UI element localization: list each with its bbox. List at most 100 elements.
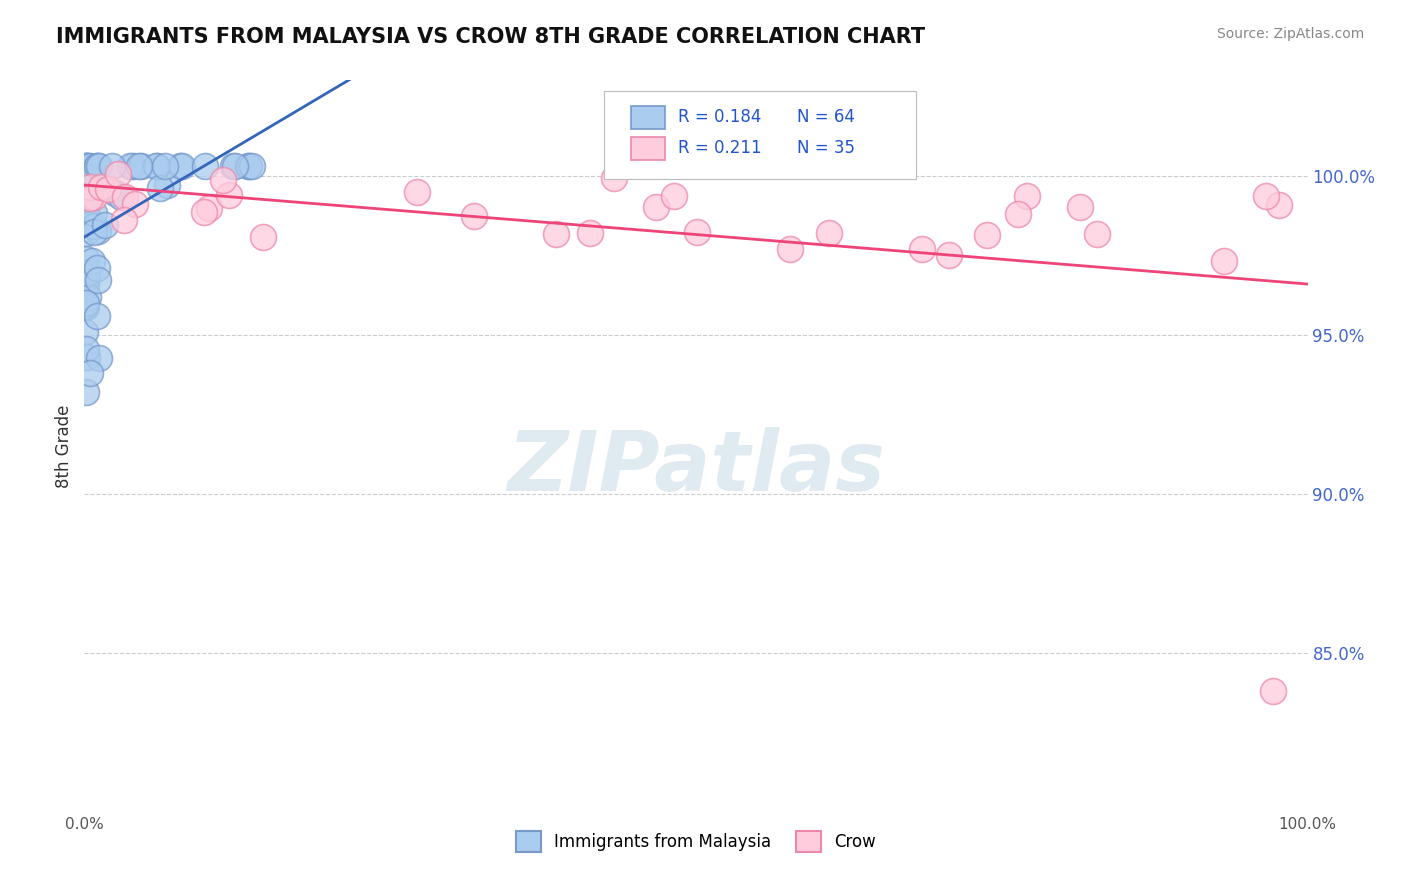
Point <box>76 184 98 198</box>
Bar <box>631 136 665 160</box>
Bar <box>631 106 665 129</box>
Point <box>101 159 124 173</box>
Point <box>75 325 97 339</box>
Point <box>86 309 108 323</box>
Point <box>83 190 105 204</box>
Y-axis label: 8th Grade: 8th Grade <box>55 404 73 488</box>
Point <box>76 350 98 364</box>
Point <box>1069 200 1091 214</box>
Point <box>1261 684 1284 698</box>
Point <box>910 242 932 256</box>
Point <box>1268 198 1291 212</box>
Point <box>75 296 97 310</box>
Point <box>86 159 108 173</box>
Point <box>121 159 143 173</box>
Point <box>212 173 235 187</box>
Point <box>73 299 96 313</box>
Point <box>83 206 105 220</box>
Point <box>114 190 136 204</box>
Text: IMMIGRANTS FROM MALAYSIA VS CROW 8TH GRADE CORRELATION CHART: IMMIGRANTS FROM MALAYSIA VS CROW 8TH GRA… <box>56 27 925 46</box>
Point <box>73 161 96 175</box>
Point <box>198 201 221 215</box>
Point <box>817 227 839 241</box>
Text: Source: ZipAtlas.com: Source: ZipAtlas.com <box>1216 27 1364 41</box>
Point <box>463 209 485 223</box>
Point <box>976 227 998 242</box>
Point <box>77 169 100 183</box>
Point <box>89 180 111 194</box>
Point <box>83 219 105 234</box>
Point <box>120 159 142 173</box>
Point <box>79 179 101 194</box>
Point <box>686 226 709 240</box>
Text: N = 64: N = 64 <box>797 108 855 126</box>
Point <box>193 205 215 219</box>
Point <box>75 159 97 173</box>
Point <box>76 159 98 173</box>
Point <box>79 159 101 173</box>
Text: R = 0.184: R = 0.184 <box>678 108 761 126</box>
Point <box>1007 207 1029 221</box>
Point <box>544 227 567 241</box>
Text: N = 35: N = 35 <box>797 138 855 157</box>
Point <box>76 209 98 223</box>
FancyBboxPatch shape <box>605 91 917 179</box>
Legend: Immigrants from Malaysia, Crow: Immigrants from Malaysia, Crow <box>509 824 883 858</box>
Point <box>240 159 263 173</box>
Point <box>145 159 167 173</box>
Point <box>603 171 626 186</box>
Point <box>149 181 172 195</box>
Point <box>112 213 135 227</box>
Point <box>80 253 103 268</box>
Point <box>645 201 668 215</box>
Point <box>662 188 685 202</box>
Point <box>75 226 97 240</box>
Point <box>224 159 246 173</box>
Point <box>156 178 179 192</box>
Point <box>1254 189 1277 203</box>
Point <box>238 159 260 173</box>
Point <box>86 261 108 276</box>
Point <box>252 229 274 244</box>
Point <box>79 367 101 381</box>
Point <box>75 342 97 356</box>
Text: R = 0.211: R = 0.211 <box>678 138 761 157</box>
Point <box>1085 227 1108 241</box>
Point <box>779 242 801 256</box>
Text: ZIPatlas: ZIPatlas <box>508 427 884 508</box>
Point <box>77 170 100 185</box>
Point <box>218 188 240 202</box>
Point <box>1015 189 1038 203</box>
Point <box>172 159 194 173</box>
Point <box>76 266 98 280</box>
Point <box>75 300 97 314</box>
Point <box>194 159 217 173</box>
Point <box>76 269 98 284</box>
Point <box>222 159 245 173</box>
Point <box>153 159 176 173</box>
Point <box>405 185 427 199</box>
Point <box>97 182 120 196</box>
Point <box>75 384 97 399</box>
Point <box>87 351 110 365</box>
Point <box>129 159 152 173</box>
Point <box>93 218 115 232</box>
Point <box>86 159 108 173</box>
Point <box>82 165 104 179</box>
Point <box>146 159 169 173</box>
Point <box>124 197 146 211</box>
Point <box>75 159 97 173</box>
Point <box>76 187 98 202</box>
Point <box>579 226 602 240</box>
Point <box>1213 254 1236 268</box>
Point <box>110 190 132 204</box>
Point <box>76 159 98 173</box>
Point <box>87 273 110 287</box>
Point <box>79 191 101 205</box>
Point <box>128 159 150 173</box>
Point <box>104 186 127 200</box>
Point <box>73 166 96 180</box>
Point <box>238 159 260 173</box>
Point <box>76 213 98 227</box>
Point <box>938 248 960 262</box>
